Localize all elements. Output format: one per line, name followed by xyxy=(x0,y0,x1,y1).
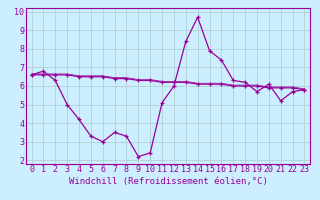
X-axis label: Windchill (Refroidissement éolien,°C): Windchill (Refroidissement éolien,°C) xyxy=(68,177,268,186)
